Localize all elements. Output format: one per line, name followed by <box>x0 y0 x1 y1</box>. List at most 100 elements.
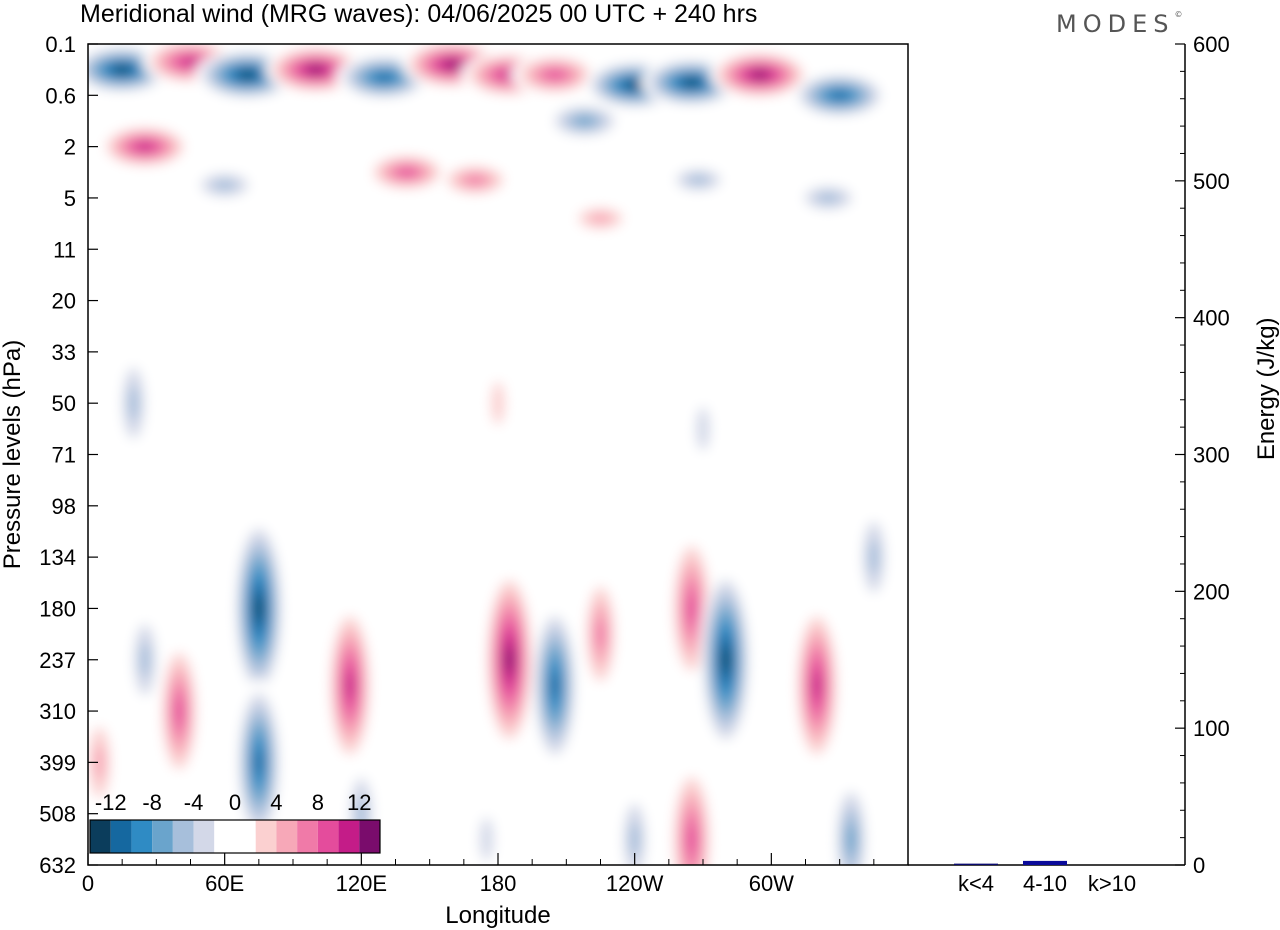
wind-feature-northerly <box>88 709 116 816</box>
contour-band <box>398 168 416 177</box>
y-tick-label: 20 <box>52 289 76 314</box>
contour-band <box>479 817 494 861</box>
wind-feature-southerly <box>618 786 651 865</box>
contour-band <box>445 61 460 69</box>
contour-band <box>465 175 485 185</box>
wind-feature-southerly <box>689 385 717 472</box>
contour-band <box>816 192 840 204</box>
contour-band <box>546 70 564 79</box>
wind-feature-southerly <box>700 566 752 753</box>
wind-feature-southerly <box>233 515 285 702</box>
x-tick-label: 120E <box>336 871 387 896</box>
contour-band <box>589 213 612 224</box>
wind-feature-northerly <box>437 162 513 198</box>
wind-feature-southerly <box>665 164 732 196</box>
modes-logo: MODES© <box>1056 10 1182 38</box>
wind-feature-northerly <box>582 571 619 698</box>
y-tick-label: 11 <box>53 237 76 262</box>
y-tick-label: 5 <box>64 186 76 211</box>
contour-band <box>255 595 263 622</box>
colorbar-swatch <box>297 820 318 853</box>
y-tick-label: 33 <box>52 340 76 365</box>
energy-category-label: k<4 <box>958 871 994 896</box>
colorbar-swatch <box>276 820 298 853</box>
colorbar-label: -12 <box>95 790 127 815</box>
brand-name: MODES <box>1056 10 1175 38</box>
contour-band <box>128 385 139 421</box>
wind-feature-northerly <box>669 761 714 865</box>
contour-band <box>137 142 153 151</box>
y-tick-label: 508 <box>39 802 76 827</box>
contour-band <box>831 91 848 100</box>
colorbar-swatch <box>359 820 380 853</box>
contour-band <box>94 744 105 781</box>
y-tick-label: 0.6 <box>45 83 76 108</box>
colorbar-label: 0 <box>229 790 241 815</box>
x-tick-label: 60W <box>749 871 794 896</box>
contour-band <box>346 671 354 700</box>
wind-feature-southerly <box>832 776 870 865</box>
contour-band <box>752 71 768 79</box>
colorbar-label: 4 <box>270 790 282 815</box>
contour-band <box>491 381 505 425</box>
colorbar-label: 8 <box>312 790 324 815</box>
wind-feature-southerly <box>128 606 161 713</box>
chart-title: Meridional wind (MRG waves): 04/06/2025 … <box>80 0 758 28</box>
energy-category-label: 4-10 <box>1023 871 1067 896</box>
wind-feature-southerly <box>473 796 501 865</box>
wind-feature-southerly <box>235 679 283 846</box>
contour-band <box>696 407 710 451</box>
contour-band <box>551 671 559 700</box>
colorbar-swatch <box>131 820 153 853</box>
wind-feature-southerly <box>793 181 864 215</box>
x-tick-label: 120W <box>606 871 664 896</box>
brand-copyright-mark: © <box>1174 10 1183 19</box>
contour-band <box>239 71 255 79</box>
wind-feature-northerly <box>365 152 449 193</box>
wind-field <box>88 44 908 865</box>
contour-band <box>684 78 699 86</box>
colorbar-swatch <box>338 820 360 853</box>
contour-band <box>139 642 151 678</box>
contour-band <box>687 592 697 625</box>
contour-band <box>254 748 263 777</box>
colorbar-swatch <box>152 820 173 853</box>
colorbar-swatch <box>255 820 277 853</box>
contour-band <box>629 821 640 858</box>
wind-feature-northerly <box>567 202 634 234</box>
colorbar-swatch <box>317 820 339 853</box>
wind-feature-southerly <box>544 102 625 140</box>
x-axis-label: Longitude <box>445 902 550 929</box>
y-tick-label: 180 <box>39 596 76 621</box>
wind-feature-northerly <box>709 50 811 100</box>
energy-bar-4-10 <box>1023 860 1067 865</box>
contour-band <box>308 66 323 74</box>
wind-feature-northerly <box>326 602 374 769</box>
contour-band <box>812 671 821 700</box>
contour-band <box>846 823 856 856</box>
wind-feature-northerly <box>510 53 599 96</box>
colorbar-swatch <box>214 820 235 853</box>
wind-feature-southerly <box>189 168 260 202</box>
x-tick-label: 180 <box>480 871 517 896</box>
contour-band <box>376 73 393 82</box>
y-tick-label: 71 <box>52 443 76 468</box>
energy-tick-label: 500 <box>1193 169 1230 194</box>
contour-layer <box>88 44 890 865</box>
contour-band <box>212 179 237 191</box>
energy-tick-label: 0 <box>1193 853 1205 878</box>
x-tick-label: 0 <box>82 871 94 896</box>
y-tick-label: 50 <box>52 391 76 416</box>
contour-band <box>722 646 730 674</box>
wind-feature-southerly <box>531 602 579 769</box>
y-tick-label: 310 <box>39 699 76 724</box>
x-tick-label: 60E <box>205 871 244 896</box>
energy-tick-label: 600 <box>1193 32 1230 57</box>
wind-feature-northerly <box>98 124 192 169</box>
energy-category-label: k>10 <box>1088 871 1136 896</box>
y-tick-label: 134 <box>39 545 76 570</box>
contour-band <box>505 646 514 674</box>
contour-band <box>174 696 184 726</box>
energy-bar-k<4 <box>954 863 998 865</box>
colorbar-swatch <box>90 820 111 853</box>
